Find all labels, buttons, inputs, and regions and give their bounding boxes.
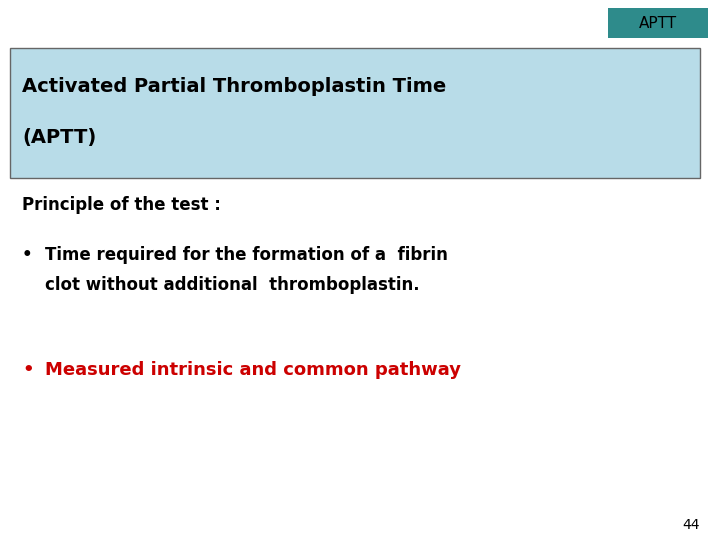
Text: 44: 44 — [683, 518, 700, 532]
Text: (APTT): (APTT) — [22, 127, 96, 146]
Text: •: • — [22, 361, 34, 379]
Text: Time required for the formation of a  fibrin: Time required for the formation of a fib… — [45, 246, 448, 264]
Text: Activated Partial Thromboplastin Time: Activated Partial Thromboplastin Time — [22, 78, 446, 97]
FancyBboxPatch shape — [608, 8, 708, 38]
Text: •: • — [22, 246, 32, 264]
Text: clot without additional  thromboplastin.: clot without additional thromboplastin. — [45, 276, 420, 294]
Text: Measured intrinsic and common pathway: Measured intrinsic and common pathway — [45, 361, 461, 379]
FancyBboxPatch shape — [10, 48, 700, 178]
Text: APTT: APTT — [639, 16, 677, 30]
Text: Principle of the test :: Principle of the test : — [22, 196, 221, 214]
